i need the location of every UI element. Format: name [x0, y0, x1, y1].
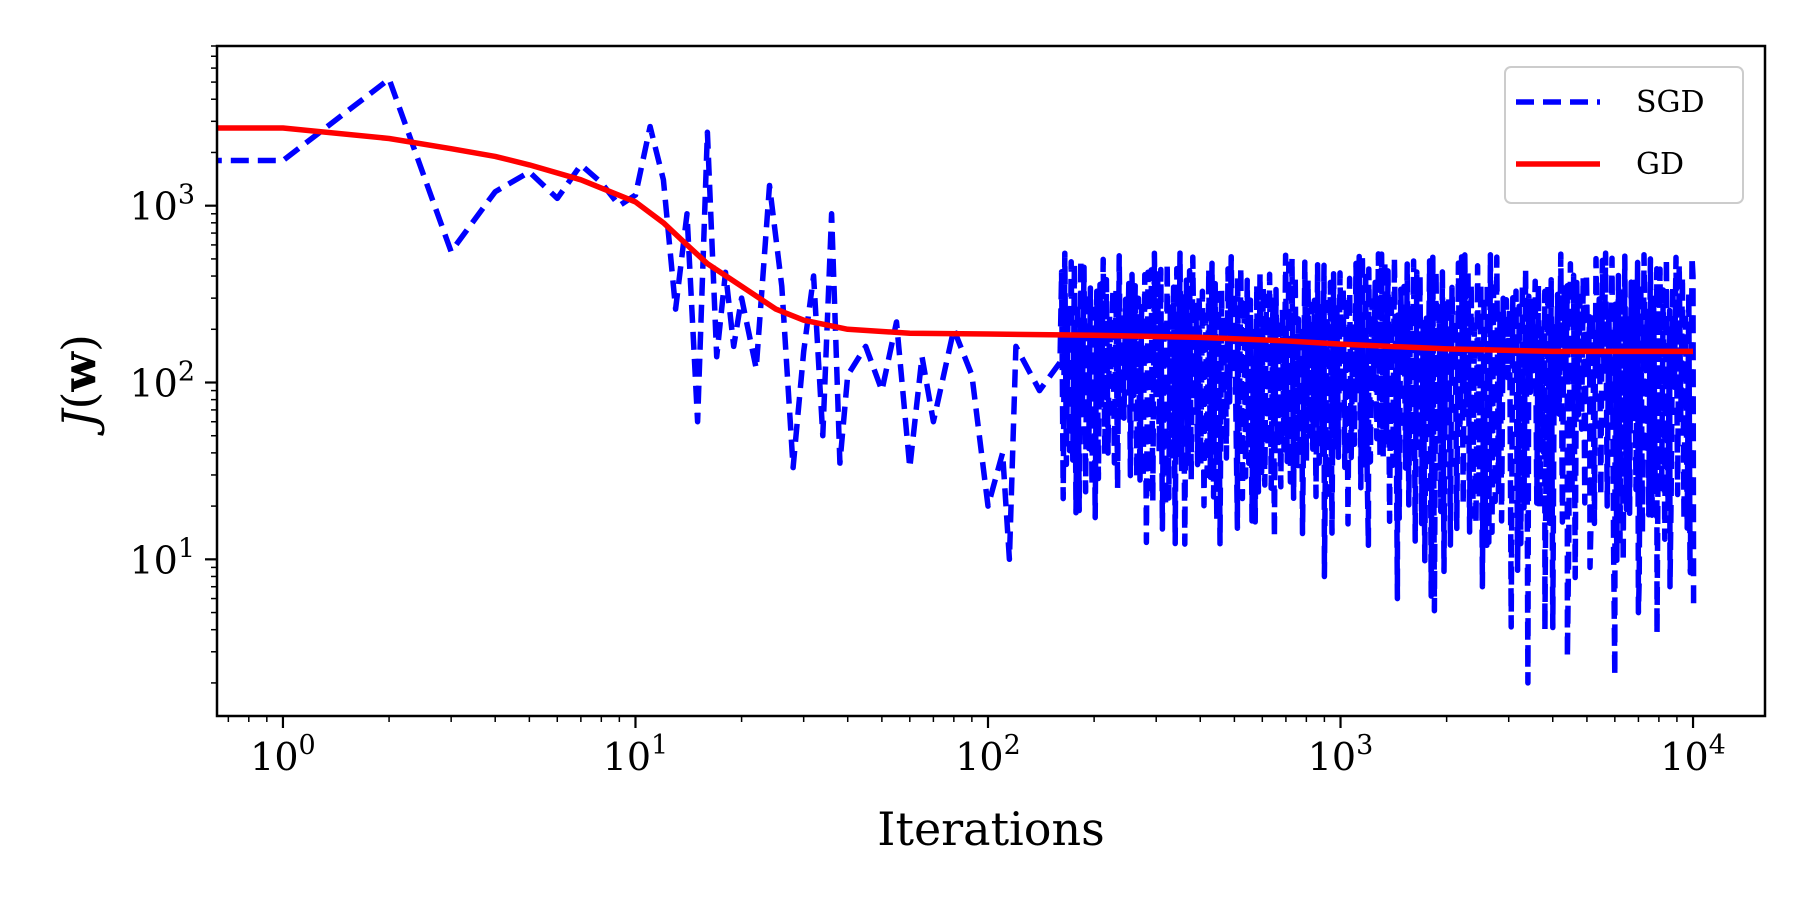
legend-box [1504, 66, 1744, 204]
series-layer [217, 76, 1697, 686]
series-line-sgd [217, 76, 1697, 686]
series-line-gd [217, 125, 1693, 355]
x-tick-label: 102 [955, 730, 1021, 779]
x-tick-label: 100 [250, 730, 316, 779]
y-axis-title: J(w) [52, 334, 106, 436]
x-axis-title: Iterations [877, 802, 1104, 856]
x-axis: 100 101 102 103 104 [227, 716, 1726, 779]
y-tick-label: 103 [129, 180, 195, 229]
x-tick-label: 101 [603, 730, 669, 779]
plot-frame [215, 44, 1767, 718]
x-tick-label: 103 [1308, 730, 1374, 779]
legend-label-sgd: SGD [1636, 85, 1705, 120]
y-tick-label: 101 [129, 533, 195, 582]
legend-items: SGD GD [1516, 85, 1705, 182]
legend-label-gd: GD [1636, 147, 1684, 182]
x-tick-label: 104 [1660, 730, 1726, 779]
y-tick-label: 102 [129, 357, 195, 406]
y-axis: 101 102 103 [129, 45, 217, 684]
legend: SGD GD [1504, 66, 1744, 204]
